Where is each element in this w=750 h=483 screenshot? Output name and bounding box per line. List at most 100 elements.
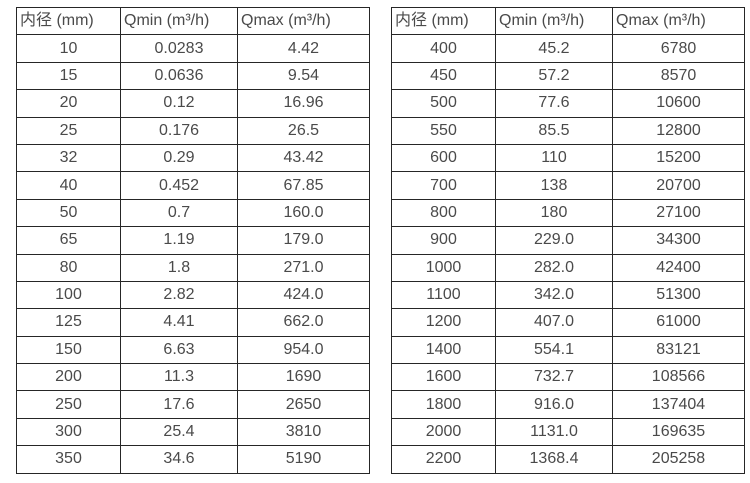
- table-cell: 16.96: [237, 89, 370, 118]
- table-cell: 17.6: [120, 390, 238, 419]
- table-cell: 27100: [612, 198, 745, 228]
- table-cell: 15200: [612, 143, 745, 173]
- table-cell: 271.0: [237, 253, 370, 282]
- table-cell: 85.5: [495, 116, 613, 145]
- table-row: 25 0.176 26.5: [16, 116, 370, 145]
- table-row: 250 17.6 2650: [16, 390, 370, 419]
- table-cell: 10: [16, 34, 121, 63]
- table-cell: 732.7: [495, 363, 613, 392]
- table-cell: 200: [16, 363, 121, 392]
- flow-table-small-diameters: 内径 (mm) Qmin (m³/h) Qmax (m³/h) 10 0.0283 4.4…: [16, 6, 370, 474]
- table-row: 1400 554.1 83121: [391, 335, 745, 365]
- column-header: Qmin (m³/h): [120, 6, 238, 36]
- table-row: 700 138 20700: [391, 171, 745, 200]
- table-row: 450 57.2 8570: [391, 61, 745, 91]
- table-cell: 2000: [391, 417, 496, 447]
- column-header: 内径 (mm): [16, 6, 121, 36]
- table-cell: 700: [391, 171, 496, 200]
- table-cell: 800: [391, 198, 496, 228]
- table-cell: 20700: [612, 171, 745, 200]
- table-cell: 169635: [612, 417, 745, 447]
- table-row: 1800 916.0 137404: [391, 390, 745, 419]
- table-cell: 0.0283: [120, 34, 238, 63]
- table-cell: 0.452: [120, 171, 238, 200]
- table-cell: 67.85: [237, 171, 370, 200]
- table-row: 900 229.0 34300: [391, 226, 745, 255]
- table-cell: 500: [391, 89, 496, 118]
- table-cell: 8570: [612, 61, 745, 91]
- table-row: 1000 282.0 42400: [391, 253, 745, 282]
- table-cell: 0.7: [120, 198, 238, 228]
- table-cell: 900: [391, 226, 496, 255]
- table-cell: 954.0: [237, 335, 370, 365]
- table-cell: 1000: [391, 253, 496, 282]
- table-cell: 51300: [612, 280, 745, 310]
- table-cell: 12800: [612, 116, 745, 145]
- table-cell: 1131.0: [495, 417, 613, 447]
- table-cell: 11.3: [120, 363, 238, 392]
- table-cell: 1368.4: [495, 445, 613, 474]
- table-row: 20 0.12 16.96: [16, 89, 370, 118]
- table-row: 200 11.3 1690: [16, 363, 370, 392]
- table-row: 150 6.63 954.0: [16, 335, 370, 365]
- table-row: 500 77.6 10600: [391, 89, 745, 118]
- table-row: 400 45.2 6780: [391, 34, 745, 63]
- table-cell: 2200: [391, 445, 496, 474]
- table-cell: 662.0: [237, 308, 370, 337]
- table-cell: 61000: [612, 308, 745, 337]
- table-cell: 0.176: [120, 116, 238, 145]
- table-cell: 80: [16, 253, 121, 282]
- table-cell: 2650: [237, 390, 370, 419]
- table-cell: 205258: [612, 445, 745, 474]
- table-cell: 250: [16, 390, 121, 419]
- table-cell: 100: [16, 280, 121, 310]
- table-cell: 229.0: [495, 226, 613, 255]
- table-cell: 0.0636: [120, 61, 238, 91]
- table-row: 65 1.19 179.0: [16, 226, 370, 255]
- table-row: 300 25.4 3810: [16, 417, 370, 447]
- table-row: 32 0.29 43.42: [16, 143, 370, 173]
- table-cell: 1690: [237, 363, 370, 392]
- table-row: 800 180 27100: [391, 198, 745, 228]
- table-cell: 57.2: [495, 61, 613, 91]
- column-header: Qmin (m³/h): [495, 6, 613, 36]
- table-cell: 9.54: [237, 61, 370, 91]
- table-cell: 0.29: [120, 143, 238, 173]
- column-header: Qmax (m³/h): [612, 6, 745, 36]
- table-cell: 300: [16, 417, 121, 447]
- table-cell: 150: [16, 335, 121, 365]
- table-cell: 108566: [612, 363, 745, 392]
- table-cell: 407.0: [495, 308, 613, 337]
- header-row: 内径 (mm) Qmin (m³/h) Qmax (m³/h): [16, 6, 370, 36]
- table-cell: 110: [495, 143, 613, 173]
- table-cell: 179.0: [237, 226, 370, 255]
- table-row: 10 0.0283 4.42: [16, 34, 370, 63]
- table-cell: 1.19: [120, 226, 238, 255]
- table-cell: 20: [16, 89, 121, 118]
- table-cell: 550: [391, 116, 496, 145]
- header-row: 内径 (mm) Qmin (m³/h) Qmax (m³/h): [391, 6, 745, 36]
- table-cell: 137404: [612, 390, 745, 419]
- table-cell: 1600: [391, 363, 496, 392]
- table-row: 50 0.7 160.0: [16, 198, 370, 228]
- table-cell: 4.41: [120, 308, 238, 337]
- table-cell: 10600: [612, 89, 745, 118]
- table-cell: 600: [391, 143, 496, 173]
- table-row: 15 0.0636 9.54: [16, 61, 370, 91]
- table-cell: 1400: [391, 335, 496, 365]
- table-row: 125 4.41 662.0: [16, 308, 370, 337]
- table-cell: 282.0: [495, 253, 613, 282]
- table-cell: 1.8: [120, 253, 238, 282]
- table-row: 80 1.8 271.0: [16, 253, 370, 282]
- table-cell: 25.4: [120, 417, 238, 447]
- table-cell: 450: [391, 61, 496, 91]
- table-row: 2200 1368.4 205258: [391, 445, 745, 474]
- table-cell: 0.12: [120, 89, 238, 118]
- table-cell: 2.82: [120, 280, 238, 310]
- table-cell: 400: [391, 34, 496, 63]
- table-cell: 50: [16, 198, 121, 228]
- table-cell: 15: [16, 61, 121, 91]
- table-cell: 1200: [391, 308, 496, 337]
- table-cell: 42400: [612, 253, 745, 282]
